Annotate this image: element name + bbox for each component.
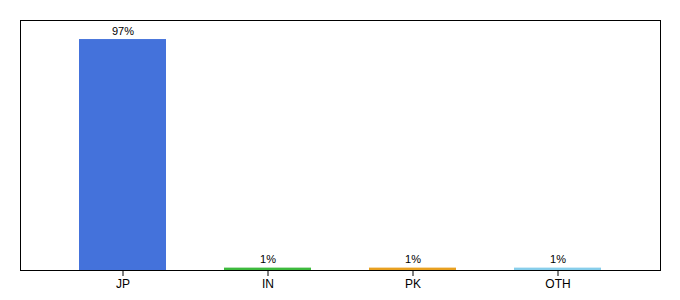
svg-text:1%: 1% bbox=[550, 253, 566, 265]
svg-text:1%: 1% bbox=[260, 253, 276, 265]
svg-text:OTH: OTH bbox=[545, 277, 570, 291]
svg-text:97%: 97% bbox=[112, 25, 134, 37]
svg-text:JP: JP bbox=[116, 277, 130, 291]
svg-text:PK: PK bbox=[405, 277, 421, 291]
svg-text:1%: 1% bbox=[405, 253, 421, 265]
svg-text:IN: IN bbox=[262, 277, 274, 291]
